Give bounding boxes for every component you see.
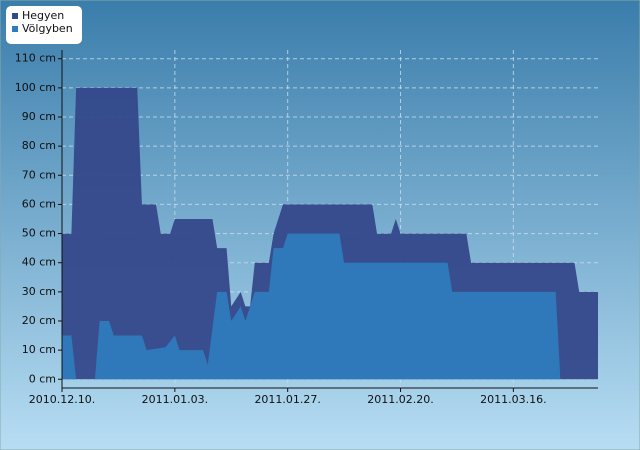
y-tick-label: 100 cm: [15, 81, 56, 94]
y-tick-label: 80 cm: [22, 139, 56, 152]
y-tick-label: 70 cm: [22, 168, 56, 181]
y-tick-label: 90 cm: [22, 110, 56, 123]
legend-label: Völgyben: [22, 22, 73, 35]
y-tick-label: 60 cm: [22, 197, 56, 210]
x-tick-label: 2010.12.10.: [29, 393, 95, 406]
x-tick-label: 2011.01.03.: [142, 393, 208, 406]
y-tick-label: 10 cm: [22, 343, 56, 356]
y-tick-label: 110 cm: [15, 52, 56, 65]
legend-label: Hegyen: [22, 9, 64, 22]
legend-swatch: [12, 26, 18, 32]
x-tick-label: 2011.03.16.: [480, 393, 546, 406]
legend-swatch: [12, 13, 18, 19]
y-tick-label: 40 cm: [22, 256, 56, 269]
area: [62, 233, 598, 380]
y-tick-label: 0 cm: [29, 372, 56, 385]
y-tick-label: 30 cm: [22, 285, 56, 298]
x-tick-label: 2011.01.27.: [254, 393, 320, 406]
y-tick-label: 20 cm: [22, 314, 56, 327]
x-tick-label: 2011.02.20.: [367, 393, 433, 406]
areas: [62, 87, 598, 380]
y-tick-label: 50 cm: [22, 227, 56, 240]
axes: 0 cm 10 cm 20 cm 30 cm 40 cm 50 cm 60 cm 70 cm 8…: [15, 50, 598, 406]
legend-box: [6, 6, 82, 44]
